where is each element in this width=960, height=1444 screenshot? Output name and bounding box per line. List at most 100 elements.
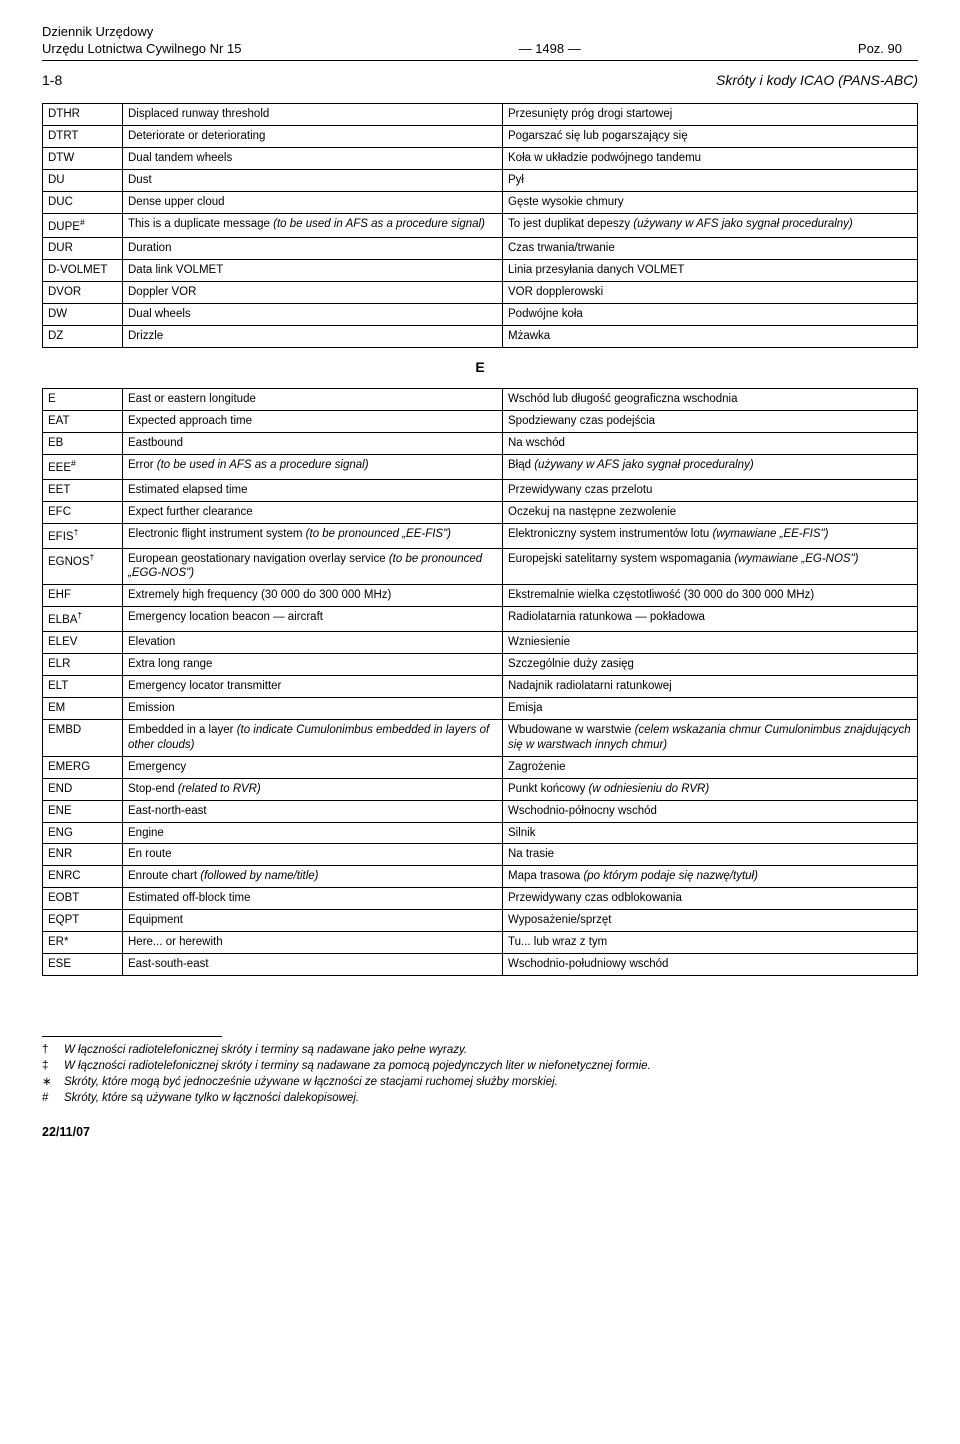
header-right: Poz. 90 xyxy=(858,41,902,58)
table-row: ENGEngineSilnik xyxy=(43,822,918,844)
abbrev-english: European geostationary navigation overla… xyxy=(123,548,503,585)
abbrev-polish: To jest duplikat depeszy (używany w AFS … xyxy=(503,213,918,238)
table-row: EFIS†Electronic flight instrument system… xyxy=(43,523,918,548)
abbrev-code: END xyxy=(43,778,123,800)
abbrev-polish: Silnik xyxy=(503,822,918,844)
abbrev-english: Emission xyxy=(123,697,503,719)
abbrev-polish: Mapa trasowa (po którym podaje się nazwę… xyxy=(503,866,918,888)
footnote-item: #Skróty, które są używane tylko w łączno… xyxy=(42,1091,918,1106)
table-row: DUDustPył xyxy=(43,169,918,191)
abbrev-polish: Pył xyxy=(503,169,918,191)
abbrev-code: EFIS† xyxy=(43,523,123,548)
table-row: DVORDoppler VORVOR dopplerowski xyxy=(43,282,918,304)
footnote-symbol: † xyxy=(42,1043,64,1058)
abbrev-english: Expected approach time xyxy=(123,411,503,433)
abbrev-polish: Oczekuj na następne zezwolenie xyxy=(503,501,918,523)
abbrev-code: EAT xyxy=(43,411,123,433)
abbrev-polish: Elektroniczny system instrumentów lotu (… xyxy=(503,523,918,548)
abbrev-code: DTHR xyxy=(43,103,123,125)
abbrev-polish: Na trasie xyxy=(503,844,918,866)
footnote-text: Skróty, które mogą być jednocześnie używ… xyxy=(64,1075,558,1090)
abbrev-code: EQPT xyxy=(43,910,123,932)
table-row: DTRTDeteriorate or deterioratingPogarsza… xyxy=(43,125,918,147)
abbrev-code: EGNOS† xyxy=(43,548,123,585)
abbrev-code: ENG xyxy=(43,822,123,844)
table-row: ELTEmergency locator transmitterNadajnik… xyxy=(43,675,918,697)
abbrev-english: Expect further clearance xyxy=(123,501,503,523)
abbrev-polish: Gęste wysokie chmury xyxy=(503,191,918,213)
table-row: D-VOLMETData link VOLMETLinia przesyłani… xyxy=(43,260,918,282)
table-row: EEE#Error (to be used in AFS as a proced… xyxy=(43,455,918,480)
abbrev-polish: Przesunięty próg drogi startowej xyxy=(503,103,918,125)
abbrev-polish: Wyposażenie/sprzęt xyxy=(503,910,918,932)
abbrev-polish: Emisja xyxy=(503,697,918,719)
abbrev-english: East-south-east xyxy=(123,954,503,976)
abbrev-polish: Na wschód xyxy=(503,433,918,455)
header-left: Dziennik Urzędowy Urzędu Lotnictwa Cywil… xyxy=(42,24,902,58)
table-row: ELEVElevationWzniesienie xyxy=(43,632,918,654)
abbrev-table-e: EEast or eastern longitudeWschód lub dłu… xyxy=(42,388,918,976)
abbrev-code: ELEV xyxy=(43,632,123,654)
page-date: 22/11/07 xyxy=(42,1124,918,1140)
abbrev-english: Emergency locator transmitter xyxy=(123,675,503,697)
abbrev-english: Extremely high frequency (30 000 do 300 … xyxy=(123,585,503,607)
abbrev-english: Here... or herewith xyxy=(123,932,503,954)
footnote-text: Skróty, które są używane tylko w łącznoś… xyxy=(64,1091,359,1106)
table-row: EQPTEquipmentWyposażenie/sprzęt xyxy=(43,910,918,932)
abbrev-english: Dual tandem wheels xyxy=(123,147,503,169)
footnote-item: ∗Skróty, które mogą być jednocześnie uży… xyxy=(42,1075,918,1090)
table-row: ENREn routeNa trasie xyxy=(43,844,918,866)
abbrev-english: Doppler VOR xyxy=(123,282,503,304)
subheader-left: 1-8 xyxy=(42,71,62,89)
abbrev-code: EHF xyxy=(43,585,123,607)
abbrev-polish: Mżawka xyxy=(503,326,918,348)
abbrev-code: DUC xyxy=(43,191,123,213)
abbrev-code: ESE xyxy=(43,954,123,976)
abbrev-code: ENE xyxy=(43,800,123,822)
table-row: ER*Here... or herewithTu... lub wraz z t… xyxy=(43,932,918,954)
table-row: DUPE#This is a duplicate message (to be … xyxy=(43,213,918,238)
abbrev-english: Estimated off-block time xyxy=(123,888,503,910)
abbrev-english: East-north-east xyxy=(123,800,503,822)
abbrev-polish: Wschodnio-północny wschód xyxy=(503,800,918,822)
table-row: DZDrizzleMżawka xyxy=(43,326,918,348)
page-header: Dziennik Urzędowy Urzędu Lotnictwa Cywil… xyxy=(42,24,918,61)
abbrev-code: EET xyxy=(43,479,123,501)
abbrev-code: ELR xyxy=(43,654,123,676)
abbrev-polish: Zagrożenie xyxy=(503,756,918,778)
footnote-text: W łączności radiotelefonicznej skróty i … xyxy=(64,1059,651,1074)
table-row: ELBA†Emergency location beacon — aircraf… xyxy=(43,607,918,632)
section-letter: E xyxy=(42,348,918,388)
abbrev-english: Deteriorate or deteriorating xyxy=(123,125,503,147)
abbrev-code: EFC xyxy=(43,501,123,523)
abbrev-code: EB xyxy=(43,433,123,455)
abbrev-code: DW xyxy=(43,304,123,326)
abbrev-code: ENRC xyxy=(43,866,123,888)
abbrev-polish: Szczególnie duży zasięg xyxy=(503,654,918,676)
abbrev-english: Emergency xyxy=(123,756,503,778)
footnote-symbol: ∗ xyxy=(42,1075,64,1090)
table-row: EMERGEmergencyZagrożenie xyxy=(43,756,918,778)
footnote-item: †W łączności radiotelefonicznej skróty i… xyxy=(42,1043,918,1058)
table-row: EGNOS†European geostationary navigation … xyxy=(43,548,918,585)
abbrev-polish: Europejski satelitarny system wspomagani… xyxy=(503,548,918,585)
header-left-line1: Dziennik Urzędowy xyxy=(42,24,902,41)
header-rule xyxy=(42,60,918,61)
abbrev-code: ELBA† xyxy=(43,607,123,632)
abbrev-english: Estimated elapsed time xyxy=(123,479,503,501)
abbrev-english: Dual wheels xyxy=(123,304,503,326)
table-row: EBEastboundNa wschód xyxy=(43,433,918,455)
abbrev-english: Extra long range xyxy=(123,654,503,676)
abbrev-code: DVOR xyxy=(43,282,123,304)
abbrev-english: Drizzle xyxy=(123,326,503,348)
table-row: EFCExpect further clearanceOczekuj na na… xyxy=(43,501,918,523)
abbrev-polish: Wzniesienie xyxy=(503,632,918,654)
abbrev-english: Dust xyxy=(123,169,503,191)
footnote-item: ‡W łączności radiotelefonicznej skróty i… xyxy=(42,1059,918,1074)
abbrev-polish: Spodziewany czas podejścia xyxy=(503,411,918,433)
subheader-right: Skróty i kody ICAO (PANS-ABC) xyxy=(716,71,918,89)
abbrev-code: EEE# xyxy=(43,455,123,480)
subheader: 1-8 Skróty i kody ICAO (PANS-ABC) xyxy=(42,71,918,89)
abbrev-english: Error (to be used in AFS as a procedure … xyxy=(123,455,503,480)
abbrev-english: Data link VOLMET xyxy=(123,260,503,282)
